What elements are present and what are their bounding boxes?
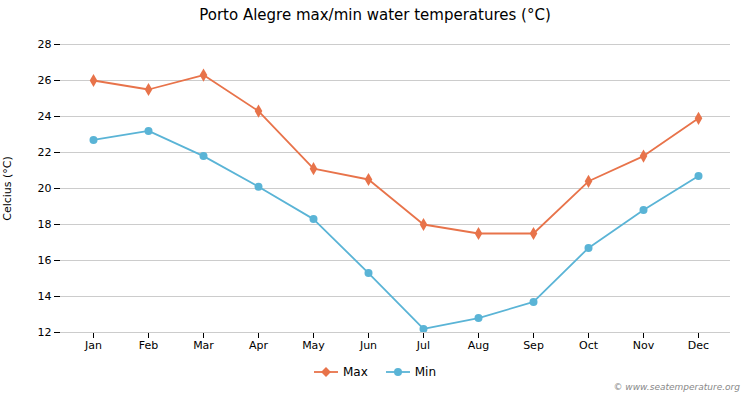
- svg-text:26: 26: [38, 74, 52, 87]
- svg-text:Jan: Jan: [84, 339, 102, 352]
- svg-text:16: 16: [38, 254, 52, 267]
- html-text:Max: Max: [342, 365, 368, 379]
- svg-text:Celcius (°C): Celcius (°C): [1, 156, 14, 221]
- svg-text:Jul: Jul: [416, 339, 430, 352]
- svg-text:Feb: Feb: [139, 339, 158, 352]
- svg-text:Oct: Oct: [579, 339, 599, 352]
- svg-text:24: 24: [38, 110, 52, 123]
- svg-text:Mar: Mar: [193, 339, 214, 352]
- svg-text:Aug: Aug: [468, 339, 489, 352]
- html-text:© www.seatemperature.org: © www.seatemperature.org: [613, 382, 740, 392]
- html-text:Min: Min: [414, 365, 436, 379]
- svg-text:May: May: [302, 339, 325, 352]
- html-text:Porto Alegre max/min water tem: Porto Alegre max/min water temperatures …: [199, 6, 551, 24]
- svg-text:Apr: Apr: [249, 339, 269, 352]
- svg-text:Dec: Dec: [688, 339, 709, 352]
- svg-text:18: 18: [38, 218, 52, 231]
- svg-text:14: 14: [38, 290, 52, 303]
- svg-text:12: 12: [38, 326, 52, 339]
- svg-text:Sep: Sep: [523, 339, 544, 352]
- svg-text:Jun: Jun: [359, 339, 377, 352]
- svg-text:22: 22: [38, 146, 52, 159]
- svg-text:Nov: Nov: [633, 339, 655, 352]
- svg-text:28: 28: [38, 38, 52, 51]
- svg-text:20: 20: [38, 182, 52, 195]
